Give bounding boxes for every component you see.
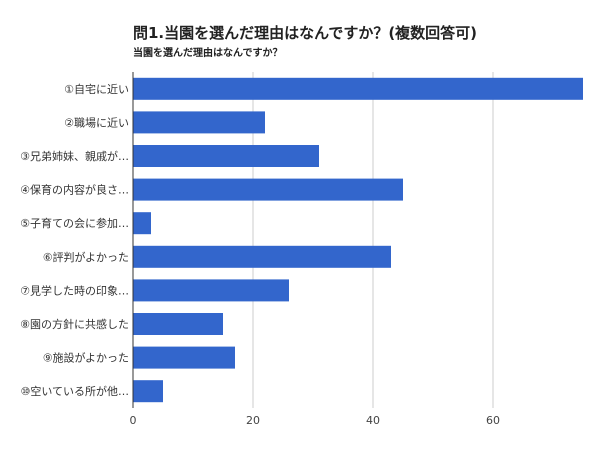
bar (133, 313, 223, 335)
category-label: ⑦見学した時の印象… (20, 283, 129, 297)
category-label: ⑧園の方針に共感した (20, 317, 129, 331)
bar (133, 380, 163, 403)
x-tick-label: 40 (366, 414, 380, 427)
bar (133, 279, 289, 302)
category-label: ②職場に近い (64, 116, 129, 129)
x-tick-label: 60 (486, 414, 500, 427)
bar (133, 178, 403, 201)
category-labels: ①自宅に近い ②職場に近い ③兄弟姉妹、親戚が… ④保育の内容が良さ… ⑤子育ての会に参… (20, 82, 129, 398)
x-tick-label: 0 (130, 414, 137, 427)
bar (133, 245, 391, 268)
gridlines (252, 72, 494, 408)
bar (133, 212, 151, 235)
category-label: ⑨施設がよかった (43, 351, 129, 365)
x-tick-labels: 0 20 40 60 (130, 414, 501, 427)
bar (133, 145, 319, 167)
chart-subtitle: 当園を選んだ理由はなんですか？ (133, 46, 283, 59)
category-label: ⑥評判がよかった (43, 250, 129, 264)
category-label: ③兄弟姉妹、親戚が… (20, 149, 129, 163)
category-label: ④保育の内容が良さ… (20, 183, 129, 197)
x-tick-label: 20 (246, 414, 260, 427)
bar (133, 111, 265, 134)
chart-title: 問1.当園を選んだ理由はなんですか？(複数回答可) (133, 24, 477, 42)
category-label: ①自宅に近い (64, 82, 129, 96)
bar (133, 346, 235, 369)
category-label: ⑤子育ての会に参加… (20, 216, 129, 230)
bar (133, 77, 583, 100)
bars (133, 77, 583, 403)
category-label: ⑩空いている所が他… (20, 384, 129, 398)
